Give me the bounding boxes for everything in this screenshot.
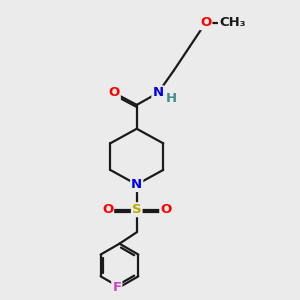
Text: S: S	[132, 203, 142, 216]
Text: F: F	[112, 281, 122, 294]
Text: H: H	[166, 92, 177, 105]
Text: O: O	[102, 203, 113, 216]
Text: O: O	[200, 16, 212, 29]
Text: O: O	[160, 203, 172, 216]
Text: CH₃: CH₃	[219, 16, 245, 29]
Text: O: O	[109, 86, 120, 99]
Text: N: N	[131, 178, 142, 191]
Text: N: N	[152, 86, 164, 99]
